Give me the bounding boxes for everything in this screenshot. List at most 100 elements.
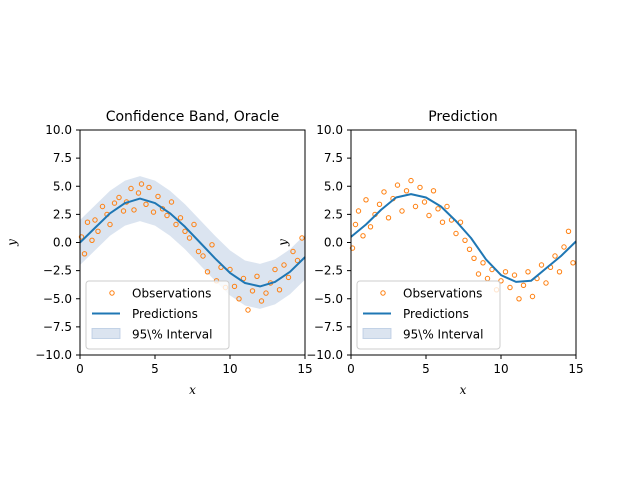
observation-point: [538, 262, 545, 268]
y-tick-label: 0.0: [324, 236, 343, 250]
observation-point: [421, 199, 428, 205]
y-tick-label: 7.5: [324, 151, 343, 165]
x-tick-label: 10: [222, 362, 237, 376]
observation-point: [529, 293, 536, 300]
x-tick-label: 5: [151, 362, 159, 376]
observation-point: [168, 199, 175, 205]
y-axis-label: y: [276, 239, 290, 247]
predictions-series: [350, 193, 577, 283]
legend-predictions-label: Predictions: [132, 307, 198, 321]
observation-point: [489, 266, 495, 273]
x-tick-label: 15: [568, 362, 583, 376]
observation-point: [146, 184, 152, 191]
observation-point: [84, 219, 91, 225]
observation-point: [352, 221, 359, 228]
observation-point: [107, 221, 113, 228]
legend-box: [356, 280, 501, 350]
legend-observations-marker: [380, 290, 386, 296]
observation-point: [360, 233, 366, 239]
observation-point: [78, 234, 85, 240]
y-tick-label: 5.0: [53, 179, 72, 193]
prediction-line: [350, 193, 577, 283]
observation-point: [128, 185, 134, 192]
observation-point: [290, 248, 296, 255]
observation-point: [466, 246, 473, 253]
x-axis-label: x: [460, 383, 467, 397]
x-axis-label: x: [189, 383, 196, 397]
observation-point: [475, 271, 482, 277]
y-tick-label: −2.5: [314, 264, 343, 278]
observation-point: [363, 197, 369, 203]
observation-point: [182, 228, 188, 235]
observation-point: [565, 228, 572, 235]
legend-interval-swatch: [362, 328, 392, 339]
observation-point: [254, 273, 260, 279]
observation-point: [367, 224, 374, 230]
observation-point: [186, 235, 193, 241]
observation-point: [143, 201, 149, 208]
legend-interval-label: 95\% Interval: [403, 328, 483, 342]
y-tick-label: −7.5: [43, 320, 72, 334]
observation-point: [349, 245, 356, 251]
observation-point: [131, 207, 137, 213]
prediction-line: [79, 197, 306, 288]
y-tick-label: −5.0: [43, 292, 72, 306]
observation-point: [525, 269, 531, 275]
observation-point: [120, 208, 127, 214]
observation-point: [236, 296, 242, 302]
observation-point: [276, 287, 283, 293]
observation-point: [89, 237, 95, 244]
observation-point: [385, 215, 392, 221]
legend-predictions-label: Predictions: [403, 307, 469, 321]
observation-point: [200, 253, 206, 259]
observation-point: [417, 184, 423, 191]
legend: Observations Predictions 95\% Interval: [356, 280, 501, 350]
legend-interval-label: 95\% Interval: [132, 328, 212, 342]
observation-point: [552, 253, 558, 259]
observation-point: [135, 190, 142, 196]
observation-point: [249, 288, 256, 294]
observation-point: [231, 283, 238, 290]
observation-point: [272, 266, 278, 273]
observation-point: [570, 260, 576, 266]
observation-point: [263, 290, 269, 296]
x-axis-ticks: 0 5 10 15: [76, 355, 313, 376]
observations-series: [78, 181, 305, 313]
observation-point: [177, 215, 184, 221]
observation-point: [191, 221, 197, 228]
observation-point: [195, 248, 202, 255]
x-tick-label: 5: [422, 362, 430, 376]
predictions-series: [79, 197, 306, 288]
y-tick-label: −5.0: [314, 292, 343, 306]
observation-point: [516, 296, 522, 302]
y-tick-label: 2.5: [324, 207, 343, 221]
y-tick-label: 10.0: [45, 123, 72, 137]
observation-point: [116, 194, 122, 201]
observation-point: [155, 193, 161, 200]
legend-box: [85, 280, 230, 350]
observation-point: [281, 262, 287, 268]
y-tick-label: −10.0: [35, 348, 72, 362]
y-tick-label: 2.5: [53, 207, 72, 221]
observation-point: [511, 272, 518, 278]
observation-point: [426, 212, 432, 219]
observation-point: [173, 221, 179, 228]
chart-title: Confidence Band, Oracle: [106, 109, 280, 125]
observation-point: [92, 217, 98, 223]
observation-point: [355, 208, 362, 214]
observation-point: [561, 244, 567, 250]
observation-point: [435, 206, 441, 212]
observation-point: [556, 269, 563, 275]
observation-point: [164, 212, 170, 219]
observation-point: [111, 200, 118, 206]
observation-point: [99, 203, 106, 210]
y-tick-label: 5.0: [324, 179, 343, 193]
observation-point: [240, 275, 247, 282]
legend-observations-label: Observations: [132, 287, 211, 301]
panel-confidence-band: Confidence Band, Oracle 0 5 10 15 −10.0 −7.5…: [5, 109, 313, 397]
observation-point: [204, 269, 211, 275]
observation-point: [285, 274, 292, 281]
y-axis-label: y: [5, 239, 19, 247]
legend-observations-marker: [109, 290, 115, 296]
